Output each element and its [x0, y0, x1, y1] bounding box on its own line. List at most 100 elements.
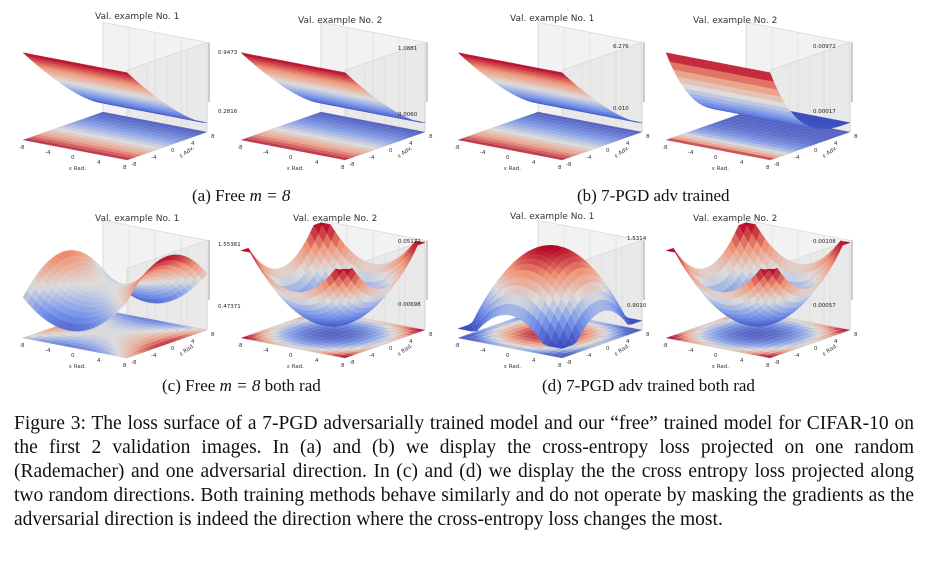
y-tick-label: 8: [854, 332, 858, 338]
caption-text: (b) 7-PGD adv trained: [577, 186, 730, 205]
caption-math: m = 8: [219, 376, 261, 395]
x-tick-label: -4: [45, 348, 51, 354]
z-min-label: 0.00017: [813, 109, 836, 115]
surface-svg-a1: -8 -8 -4 -4 0 0 4 4 8 8 ε Rad. ε Adv.: [20, 21, 215, 172]
x-tick-label: 0: [714, 155, 718, 161]
x-tick-label: -4: [688, 150, 694, 156]
panel-b: -8 -8 -4 -4 0 0 4 4 8 8 ε Rad. ε Adv. Val. example …: [455, 8, 895, 208]
y-tick-label: 0: [606, 346, 610, 352]
x-axis-label: ε Rad.: [712, 364, 729, 370]
subfigure-caption-a: (a) Free m = 8: [192, 186, 290, 206]
y-tick-label: 8: [429, 332, 433, 338]
figure-caption: Figure 3: The loss surface of a 7-PGD ad…: [14, 413, 914, 530]
surface-svg-d1: -8 -8 -4 -4 0 0 4 4 8 8 ε Rad. ε Rad.: [455, 219, 650, 370]
y-axis-label: ε Rad.: [822, 343, 840, 358]
y-tick-label: -4: [586, 155, 592, 161]
y-tick-label: 0: [171, 148, 175, 154]
y-tick-label: -8: [131, 360, 137, 366]
x-axis-label: ε Rad.: [69, 364, 86, 370]
y-tick-label: 0: [814, 148, 818, 154]
plot-title: Val. example No. 1: [510, 14, 595, 24]
y-tick-label: 0: [814, 346, 818, 352]
x-axis-label: ε Rad.: [504, 364, 521, 370]
y-tick-label: -4: [794, 155, 800, 161]
x-tick-label: -4: [263, 348, 269, 354]
z-max-label: 6.276: [613, 44, 629, 50]
panel-c: -8 -8 -4 -4 0 0 4 4 8 8 ε Rad. ε Rad. Val. example …: [20, 206, 460, 406]
x-tick-label: 4: [97, 358, 101, 364]
x-tick-label: 8: [123, 363, 127, 369]
x-tick-label: 0: [289, 353, 293, 359]
x-tick-label: -8: [455, 343, 460, 349]
x-tick-label: 4: [532, 160, 536, 166]
y-tick-label: 0: [171, 346, 175, 352]
y-axis-label: ε Adv.: [822, 145, 839, 159]
y-tick-label: -8: [131, 162, 137, 168]
x-tick-label: -4: [480, 150, 486, 156]
z-max-label: 0.9473: [218, 50, 238, 56]
y-tick-label: -8: [349, 360, 355, 366]
x-tick-label: -8: [663, 343, 668, 349]
y-tick-label: -8: [566, 162, 572, 168]
y-tick-label: 0: [606, 148, 610, 154]
y-tick-label: 4: [834, 141, 838, 147]
y-tick-label: 0: [389, 148, 393, 154]
surface-svg-c1: -8 -8 -4 -4 0 0 4 4 8 8 ε Rad. ε Rad.: [20, 219, 215, 370]
plot-title: Val. example No. 1: [510, 212, 595, 222]
surface-svg-c2: -8 -8 -4 -4 0 0 4 4 8 8 ε Rad. ε Rad.: [238, 219, 433, 370]
x-tick-label: -4: [45, 150, 51, 156]
y-axis-label: ε Rad.: [179, 343, 197, 358]
z-min-label: 0.2816: [218, 109, 238, 115]
subfigure-caption-b: (b) 7-PGD adv trained: [577, 186, 730, 206]
x-tick-label: -8: [238, 145, 243, 151]
x-tick-label: -8: [238, 343, 243, 349]
caption-text-post: both rad: [260, 376, 321, 395]
surface-svg-a2: -8 -8 -4 -4 0 0 4 4 8 8 ε Rad. ε Adv.: [238, 21, 433, 172]
caption-text: (a) Free: [192, 186, 250, 205]
y-tick-label: -8: [566, 360, 572, 366]
y-axis-label: ε Adv.: [614, 145, 631, 159]
z-max-label: 1.0881: [398, 46, 418, 52]
y-tick-label: 8: [646, 332, 650, 338]
surface-svg-d2: -8 -8 -4 -4 0 0 4 4 8 8 ε Rad. ε Rad.: [663, 219, 858, 370]
y-tick-label: -4: [369, 155, 375, 161]
x-axis-label: ε Rad.: [287, 364, 304, 370]
z-max-label: 0.00972: [813, 44, 836, 50]
y-axis-label: ε Rad.: [614, 343, 632, 358]
z-min-label: 0.00698: [398, 302, 421, 308]
x-tick-label: -4: [688, 348, 694, 354]
x-tick-label: 4: [97, 160, 101, 166]
x-tick-label: 8: [558, 363, 562, 369]
plot-title: Val. example No. 2: [298, 16, 383, 26]
x-tick-label: 8: [341, 165, 345, 171]
plot-title: Val. example No. 2: [693, 214, 778, 224]
x-tick-label: 0: [714, 353, 718, 359]
plot-title: Val. example No. 1: [95, 214, 180, 224]
x-tick-label: 4: [315, 160, 319, 166]
x-tick-label: 4: [532, 358, 536, 364]
x-tick-label: -4: [480, 348, 486, 354]
x-tick-label: 0: [71, 353, 75, 359]
x-axis-label: ε Rad.: [504, 166, 521, 172]
caption-text: (d) 7-PGD adv trained both rad: [542, 376, 755, 395]
y-tick-label: 4: [191, 141, 195, 147]
x-tick-label: 4: [740, 160, 744, 166]
x-tick-label: 0: [71, 155, 75, 161]
y-tick-label: 4: [409, 339, 413, 345]
panel-a: -8 -8 -4 -4 0 0 4 4 8 8 ε Rad. ε Adv. Val. example …: [20, 8, 460, 208]
x-tick-label: 0: [506, 353, 510, 359]
y-tick-label: 4: [191, 339, 195, 345]
subfigure-caption-d: (d) 7-PGD adv trained both rad: [542, 376, 755, 396]
panel-d: -8 -8 -4 -4 0 0 4 4 8 8 ε Rad. ε Rad. Val. example …: [455, 206, 895, 406]
subfigure-caption-c: (c) Free m = 8 both rad: [162, 376, 321, 396]
plot-title: Val. example No. 2: [293, 214, 378, 224]
y-tick-label: -4: [151, 353, 157, 359]
x-tick-label: 8: [558, 165, 562, 171]
surface-svg-b1: -8 -8 -4 -4 0 0 4 4 8 8 ε Rad. ε Adv.: [455, 21, 650, 172]
z-min-label: 0.00057: [813, 303, 836, 309]
z-min-label: 0.010: [613, 106, 629, 112]
x-tick-label: -8: [663, 145, 668, 151]
plot-title: Val. example No. 1: [95, 12, 180, 22]
x-tick-label: 4: [740, 358, 744, 364]
x-tick-label: 8: [766, 363, 770, 369]
